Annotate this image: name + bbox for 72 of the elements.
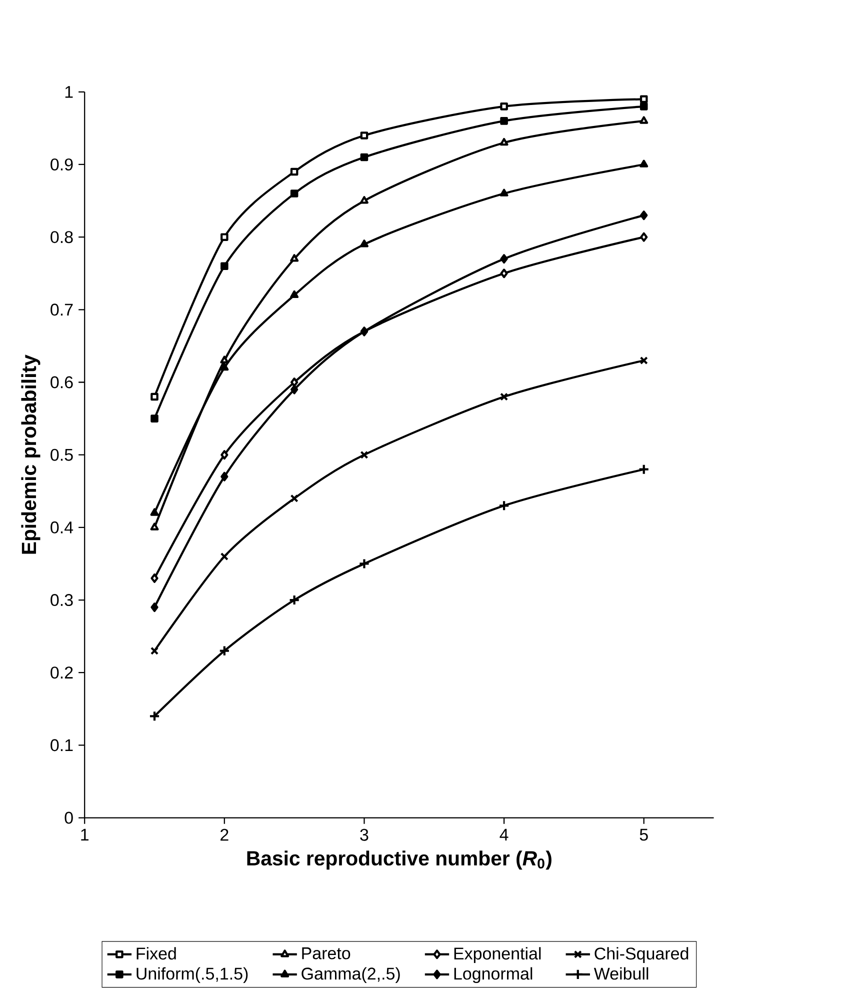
point [358, 558, 370, 570]
y-tick-label: 0.8 [50, 231, 73, 244]
point [500, 392, 508, 401]
legend-label: Exponential [454, 947, 541, 963]
point [638, 464, 650, 475]
point [220, 552, 229, 561]
point [290, 168, 298, 176]
point [640, 160, 648, 168]
point [640, 95, 648, 104]
x-tick-label: 4 [500, 828, 508, 841]
point [640, 356, 648, 365]
y-tick-label: 0.5 [50, 448, 73, 461]
point [640, 210, 648, 220]
legend-label: Chi-Squared [594, 947, 688, 963]
point [150, 602, 158, 612]
point [360, 132, 368, 140]
x-tick-label: 5 [640, 828, 648, 841]
x-axis-title: Basic reproductive number (R$_{0}$) [247, 850, 552, 870]
point [290, 254, 299, 262]
legend-label: Fixed [136, 947, 176, 960]
x-tick-label: 1 [81, 828, 89, 841]
legend-label: Lognormal [454, 967, 532, 984]
point [290, 190, 298, 198]
point [360, 240, 369, 248]
point [150, 522, 159, 530]
y-tick-label: 0.6 [50, 376, 73, 388]
point [290, 384, 298, 394]
y-axis-title: Epidemic probability [21, 354, 40, 554]
point [360, 196, 369, 204]
point [220, 262, 228, 270]
legend-label: Pareto [302, 947, 350, 960]
point [220, 233, 228, 241]
point [640, 116, 648, 124]
point [360, 153, 368, 162]
legend-label: Uniform(.5,1.5) [136, 967, 248, 984]
point [498, 500, 510, 512]
point [150, 414, 158, 422]
point [500, 138, 508, 146]
point [150, 573, 158, 583]
y-tick-label: 0.9 [50, 158, 73, 170]
point [150, 646, 159, 655]
point [150, 508, 159, 516]
point [220, 472, 228, 482]
y-tick-label: 0.4 [50, 521, 74, 534]
y-tick-label: 0.1 [50, 739, 73, 752]
point [500, 188, 508, 196]
point [500, 254, 508, 264]
point [290, 494, 298, 502]
y-tick-label: 0.3 [50, 594, 73, 606]
point [500, 102, 508, 110]
x-tick-label: 3 [360, 828, 368, 841]
legend-label: Weibull [594, 967, 648, 980]
point [500, 117, 508, 125]
point [500, 268, 508, 278]
point [220, 450, 228, 460]
legend-label: Gamma(2,.5) [302, 967, 400, 984]
y-tick-label: 0.2 [50, 666, 73, 679]
point [218, 645, 230, 656]
point [150, 392, 158, 401]
y-tick-label: 0.7 [50, 304, 73, 316]
point [360, 450, 368, 459]
point [640, 232, 648, 242]
point [220, 356, 229, 364]
point [288, 594, 300, 606]
point [290, 378, 298, 387]
point [290, 290, 299, 298]
point [220, 362, 229, 371]
y-tick-label: 0 [64, 812, 73, 824]
y-tick-label: 1 [65, 86, 73, 98]
point [148, 710, 160, 722]
point [640, 102, 648, 110]
x-tick-label: 2 [220, 828, 228, 841]
